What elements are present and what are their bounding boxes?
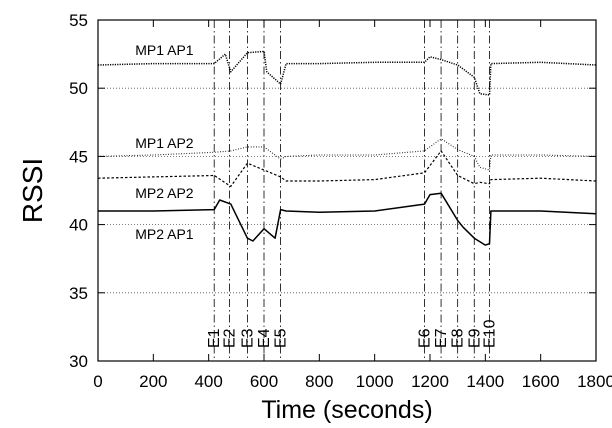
event-label: E8 xyxy=(450,328,467,348)
y-axis-label: RSSI xyxy=(17,158,48,223)
event-label: E5 xyxy=(273,328,290,348)
x-axis-label: Time (seconds) xyxy=(261,396,432,424)
series-labels: MP1 AP1 MP1 AP2 MP2 AP2 MP2 AP1 xyxy=(135,42,194,242)
y-tick-label: 35 xyxy=(69,284,88,303)
x-tick-label: 400 xyxy=(194,372,222,391)
event-label: E7 xyxy=(433,328,450,348)
series-line xyxy=(97,150,597,187)
series-line xyxy=(97,138,597,171)
x-tick-label: 1000 xyxy=(356,372,394,391)
series-line xyxy=(98,192,597,246)
y-tick-label: 45 xyxy=(69,147,88,166)
x-tick-label: 200 xyxy=(139,372,167,391)
event-label: E3 xyxy=(239,328,256,348)
series-label: MP2 AP1 xyxy=(135,226,194,242)
x-tick-label: 0 xyxy=(93,372,102,391)
event-label: E1 xyxy=(206,328,223,348)
series-label: MP1 AP2 xyxy=(135,135,194,151)
y-tick-label: 55 xyxy=(69,11,88,30)
x-tick-label: 1600 xyxy=(522,372,560,391)
event-label: E6 xyxy=(416,328,433,348)
plot-frame xyxy=(97,19,597,362)
x-tick-label: 1400 xyxy=(466,372,504,391)
event-label: E4 xyxy=(256,328,273,348)
event-label: E10 xyxy=(481,319,498,348)
event-label: E2 xyxy=(221,328,238,348)
series-label: MP1 AP1 xyxy=(135,42,194,58)
series-line xyxy=(97,50,597,96)
series-label: MP2 AP2 xyxy=(135,185,194,201)
event-label: E9 xyxy=(466,328,483,348)
x-tick-label: 800 xyxy=(305,372,333,391)
y-tick-label: 30 xyxy=(69,352,88,371)
x-tick-label: 1200 xyxy=(411,372,449,391)
y-tick-label: 40 xyxy=(69,216,88,235)
axis-ticks: 30 35 40 45 50 55 0 200 400 600 800 1000 1200 1400 160… xyxy=(69,11,612,391)
x-tick-label: 1800 xyxy=(577,372,612,391)
x-tick-label: 600 xyxy=(250,372,278,391)
grid-lines xyxy=(98,87,596,294)
series-lines xyxy=(97,50,597,246)
y-tick-label: 50 xyxy=(69,79,88,98)
